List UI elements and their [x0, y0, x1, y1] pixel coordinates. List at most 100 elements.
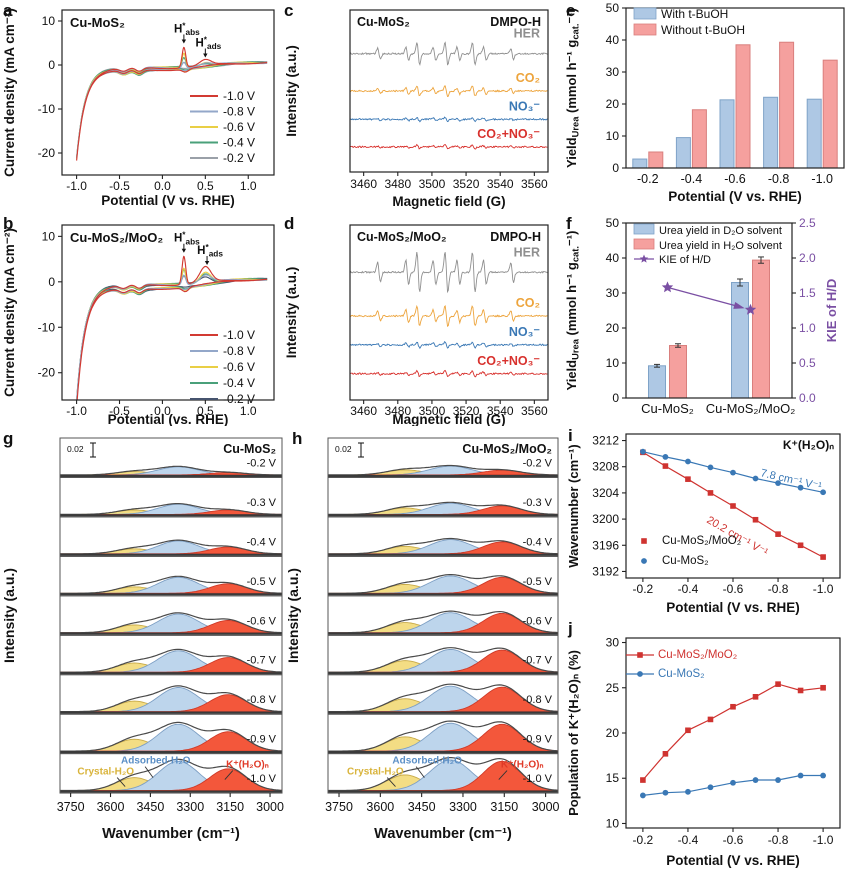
panel-title: Cu-MoS₂ — [70, 15, 125, 30]
label: 3460 — [350, 177, 377, 191]
legend-item: -0.2 V — [223, 151, 255, 165]
panel-j-line-chart: -0.2 -0.4 -0.6 -0.8 -1.0 10 15 20 25 30 Potential … — [564, 622, 852, 873]
label: -1.0 — [813, 582, 834, 596]
epr-trace — [350, 340, 548, 350]
marker-square — [685, 727, 691, 734]
trace-label: CO₂+NO₃⁻ — [477, 127, 540, 141]
envelope — [328, 757, 558, 792]
trace-label: CO₂ — [516, 71, 540, 85]
label: -0.2 — [633, 833, 654, 847]
right-y-tick-label: 0.0 — [799, 391, 816, 405]
envelope — [328, 574, 558, 594]
envelope — [60, 465, 282, 476]
panel-i-line-chart: 20.2 cm⁻¹ V⁻¹ 7.8 cm⁻¹ V⁻¹ -0.2 -0.4 -0.6 -0.… — [564, 426, 852, 622]
bar — [669, 345, 687, 399]
panel-title: Cu-MoS₂/MoO₂ — [462, 442, 552, 456]
x-axis-label: Magnetic field (G) — [392, 412, 505, 426]
panel-i-letter: i — [568, 426, 573, 445]
voltage-label: -0.4 V — [523, 536, 553, 548]
annotation: H*abs — [174, 21, 200, 37]
label: 20 — [606, 321, 620, 335]
label: 3192 — [592, 564, 619, 578]
arrow-head — [181, 39, 187, 44]
legend-item: Cu-MoS₂ — [662, 555, 709, 567]
kie-star — [661, 281, 674, 293]
legend-item: With t-BuOH — [661, 7, 728, 21]
marker-square — [752, 516, 759, 523]
envelope — [60, 758, 282, 792]
label: 3520 — [453, 404, 480, 418]
label: 3200 — [592, 512, 619, 526]
panel-b-lsv-chart: -1.0 -0.5 0.0 0.5 1.0 10 0 -10 -20 Potential (vs.… — [0, 213, 280, 426]
arrow-head — [181, 248, 187, 253]
trace-label: HER — [514, 245, 540, 259]
epr-trace — [350, 116, 548, 123]
plot-frame — [61, 224, 275, 401]
label: 3208 — [592, 460, 619, 474]
voltage-label: -1.0 V — [247, 773, 277, 785]
label: 1.0 — [240, 404, 257, 418]
marker-circle — [685, 788, 691, 795]
label: -10 — [38, 102, 56, 116]
legend: Cu-MoS₂/MoO₂ Cu-MoS₂ — [641, 535, 741, 567]
legend-item: -1.0 V — [223, 328, 255, 342]
marker-circle — [707, 464, 714, 471]
label: 30 — [606, 636, 620, 650]
epr-traces — [350, 252, 548, 378]
curves — [76, 255, 268, 400]
legend: -1.0 V -0.8 V -0.6 V -0.4 V -0.2 V — [190, 328, 255, 406]
peak-name-label: Adsorbed-H₂O — [392, 756, 462, 767]
label: 0 — [612, 161, 619, 175]
plot-frame — [625, 637, 841, 829]
label: 0.5 — [197, 404, 214, 418]
arrow-head — [203, 53, 208, 58]
panel-title: K⁺(H₂O)ₙ — [783, 438, 834, 452]
right-y-tick-label: 1.0 — [799, 321, 816, 335]
subpanel — [60, 685, 282, 714]
y-axis-label: Intensity (a.u.) — [284, 45, 299, 137]
label: 3000 — [256, 800, 284, 814]
x-axis-label: Potential (V vs. RHE) — [668, 189, 802, 204]
right-y-tick-label: 1.5 — [799, 286, 816, 300]
label: 3540 — [487, 177, 514, 191]
subpanel — [328, 464, 558, 477]
label: 30 — [606, 286, 620, 300]
voltage-label: -0.9 V — [523, 734, 553, 746]
envelope — [328, 501, 558, 515]
panel-f-letter: f — [566, 214, 572, 233]
envelope — [60, 685, 282, 713]
x-tick-label: -0.2 — [637, 172, 659, 186]
right-y-tick-label: 2.0 — [799, 251, 816, 265]
label: 3150 — [216, 800, 244, 814]
marker-circle — [662, 454, 669, 460]
marker-circle — [775, 777, 781, 783]
marker-square — [730, 503, 736, 509]
envelope — [60, 539, 282, 555]
annotation: H*ads — [197, 243, 223, 259]
trace-label: HER — [514, 27, 540, 41]
panel-g-svg: -0.2 VCu-MoS₂ 0.02 -0.3 V -0.4 V -0.5 V -0.6 … — [1, 437, 284, 842]
x-tick-label: -0.8 — [768, 172, 790, 186]
panel-title: Cu-MoS₂/MoO₂ — [70, 230, 163, 245]
data-line — [642, 683, 824, 781]
panel-subtitle: DMPO-H — [490, 230, 541, 244]
envelope — [328, 537, 558, 555]
x-axis-label: Wavenumber (cm⁻¹) — [374, 826, 512, 842]
y-axis-label: YieldUrea (mmol h⁻¹ gcat.⁻¹) — [564, 231, 581, 391]
label: 0 — [612, 391, 619, 405]
x-tick-label: -0.6 — [724, 172, 746, 186]
bar — [719, 99, 735, 169]
marker-square — [820, 554, 826, 560]
subpanel — [328, 537, 558, 556]
legend: Urea yield in D₂O solvent Urea yield in H… — [633, 223, 782, 266]
label: 3560 — [521, 177, 548, 191]
panel-b-svg: -1.0 -0.5 0.0 0.5 1.0 10 0 -10 -20 Potential (vs.… — [2, 224, 275, 426]
panel-e-bar-chart: -0.2 -0.4 -0.6 -0.8 -1.0 0 10 20 30 40 50 Potential… — [562, 0, 852, 213]
marker-square — [775, 681, 781, 687]
label: 10 — [606, 816, 620, 830]
legend-item: Urea yield in H₂O solvent — [659, 240, 782, 252]
voltage-label: -0.9 V — [247, 734, 277, 746]
cv-curve — [76, 46, 268, 161]
panel-g-spectra-stack: -0.2 V Cu-MoS₂ 0.02 -0.3 V -0.4 V -0.5 V -0.6 … — [0, 426, 288, 873]
plot-frame — [349, 224, 549, 401]
